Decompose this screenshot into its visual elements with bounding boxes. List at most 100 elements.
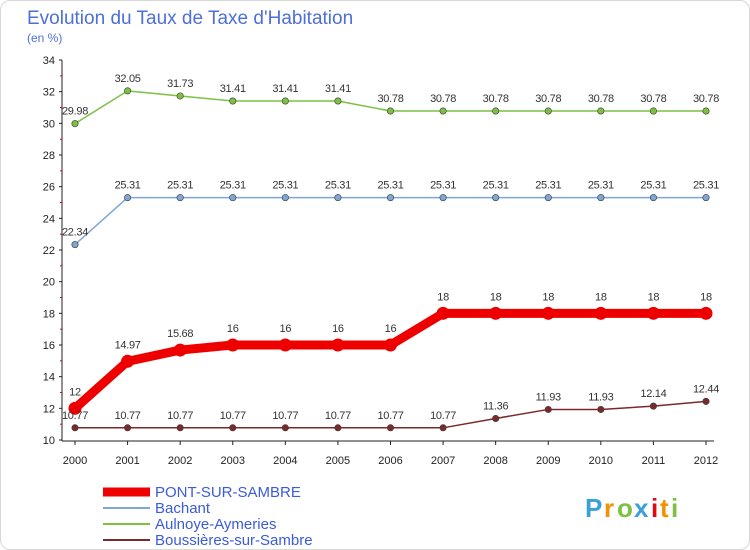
data-label-aulnoye-aymeries: 30.78 — [483, 93, 509, 105]
data-point-bachant — [281, 194, 289, 202]
data-label-aulnoye-aymeries: 30.78 — [430, 93, 456, 105]
x-tick-label: 2011 — [642, 455, 666, 467]
data-label-aulnoye-aymeries: 31.41 — [220, 83, 246, 95]
data-point-boussi-res-sur-sambre — [597, 405, 605, 413]
x-tick-label: 2007 — [431, 455, 455, 467]
data-label-pont-sur-sambre: 14.97 — [115, 339, 141, 351]
data-point-bachant — [229, 194, 237, 202]
data-point-bachant — [544, 194, 552, 202]
data-point-aulnoye-aymeries — [597, 107, 605, 115]
data-point-boussi-res-sur-sambre — [702, 397, 710, 405]
data-label-aulnoye-aymeries: 30.78 — [693, 93, 719, 105]
y-tick-label: 16 — [43, 340, 55, 352]
data-point-boussi-res-sur-sambre — [492, 414, 500, 422]
data-point-bachant — [492, 194, 500, 202]
x-tick-label: 2009 — [536, 455, 560, 467]
data-label-boussi-res-sur-sambre: 12.14 — [640, 388, 666, 400]
data-point-aulnoye-aymeries — [176, 92, 184, 100]
data-point-boussi-res-sur-sambre — [544, 405, 552, 413]
data-point-pont-sur-sambre — [68, 401, 82, 415]
x-tick-label: 2006 — [378, 455, 402, 467]
data-point-aulnoye-aymeries — [386, 107, 394, 115]
data-point-bachant — [386, 194, 394, 202]
data-label-bachant: 25.31 — [588, 180, 614, 192]
data-label-bachant: 22.34 — [62, 227, 88, 239]
y-tick-label: 22 — [43, 245, 55, 257]
data-point-aulnoye-aymeries — [124, 87, 132, 95]
data-point-aulnoye-aymeries — [71, 120, 79, 128]
y-tick-label: 24 — [43, 213, 55, 225]
data-label-bachant: 25.31 — [220, 180, 246, 192]
data-label-aulnoye-aymeries: 30.78 — [377, 93, 403, 105]
y-tick-label: 14 — [43, 372, 55, 384]
y-tick-label: 30 — [43, 118, 55, 130]
data-point-boussi-res-sur-sambre — [386, 424, 394, 432]
data-label-pont-sur-sambre: 18 — [648, 291, 660, 303]
data-point-boussi-res-sur-sambre — [71, 424, 79, 432]
x-tick-label: 2000 — [63, 455, 87, 467]
logo-letter: o — [617, 493, 633, 523]
data-label-aulnoye-aymeries: 31.41 — [325, 83, 351, 95]
data-label-aulnoye-aymeries: 30.78 — [640, 93, 666, 105]
data-point-boussi-res-sur-sambre — [649, 402, 657, 410]
series-layer — [68, 87, 713, 432]
data-point-boussi-res-sur-sambre — [281, 424, 289, 432]
data-label-pont-sur-sambre: 18 — [490, 291, 502, 303]
data-point-pont-sur-sambre — [541, 306, 555, 320]
legend-label-boussi-res-sur-sambre: Boussières-sur-Sambre — [155, 532, 313, 549]
data-point-pont-sur-sambre — [173, 343, 187, 357]
data-point-bachant — [71, 241, 79, 249]
logo-letter: r — [604, 493, 614, 523]
legend-label-pont-sur-sambre: PONT-SUR-SAMBRE — [155, 484, 301, 501]
data-label-bachant: 25.31 — [167, 180, 193, 192]
axes: 10 12 14 16 18 20 22 24 26 28 30 32 34 2000 2001 2002 20… — [43, 55, 718, 467]
x-tick-label: 2004 — [273, 455, 297, 467]
data-label-aulnoye-aymeries: 32.05 — [115, 73, 141, 85]
data-point-aulnoye-aymeries — [439, 107, 447, 115]
data-point-pont-sur-sambre — [278, 338, 292, 352]
data-point-aulnoye-aymeries — [334, 97, 342, 105]
data-point-aulnoye-aymeries — [702, 107, 710, 115]
data-label-bachant: 25.31 — [535, 180, 561, 192]
data-label-boussi-res-sur-sambre: 10.77 — [430, 410, 456, 422]
data-label-pont-sur-sambre: 18 — [542, 291, 554, 303]
data-point-aulnoye-aymeries — [492, 107, 500, 115]
data-point-bachant — [176, 194, 184, 202]
data-label-boussi-res-sur-sambre: 11.36 — [483, 400, 508, 412]
legend: PONT-SUR-SAMBREBachantAulnoye-AymeriesBo… — [103, 484, 313, 549]
data-label-pont-sur-sambre: 16 — [332, 323, 344, 335]
data-label-bachant: 25.31 — [325, 180, 351, 192]
data-label-pont-sur-sambre: 15.68 — [167, 328, 193, 340]
data-label-pont-sur-sambre: 16 — [280, 323, 292, 335]
data-label-bachant: 25.31 — [377, 180, 403, 192]
data-label-aulnoye-aymeries: 31.41 — [272, 83, 298, 95]
data-point-pont-sur-sambre — [699, 306, 713, 320]
data-label-boussi-res-sur-sambre: 10.77 — [115, 410, 141, 422]
data-label-bachant: 25.31 — [640, 180, 666, 192]
data-point-bachant — [124, 194, 132, 202]
y-tick-label: 26 — [43, 182, 55, 194]
x-tick-label: 2001 — [115, 455, 139, 467]
data-label-boussi-res-sur-sambre: 10.77 — [272, 410, 298, 422]
data-label-aulnoye-aymeries: 31.73 — [167, 78, 193, 90]
x-tick-label: 2002 — [168, 455, 192, 467]
data-point-pont-sur-sambre — [646, 306, 660, 320]
data-point-boussi-res-sur-sambre — [229, 424, 237, 432]
data-point-pont-sur-sambre — [331, 338, 345, 352]
data-label-pont-sur-sambre: 18 — [595, 291, 607, 303]
data-point-bachant — [649, 194, 657, 202]
x-tick-label: 2005 — [326, 455, 350, 467]
data-point-bachant — [439, 194, 447, 202]
data-label-pont-sur-sambre: 12 — [69, 386, 81, 398]
x-tick-label: 2003 — [221, 455, 245, 467]
data-point-bachant — [597, 194, 605, 202]
legend-label-bachant: Bachant — [155, 500, 211, 517]
data-label-bachant: 25.31 — [483, 180, 509, 192]
data-point-pont-sur-sambre — [489, 306, 503, 320]
y-tick-label: 20 — [43, 277, 55, 289]
logo-letter: x — [634, 493, 649, 523]
logo-letter: i — [651, 493, 658, 523]
data-point-bachant — [334, 194, 342, 202]
data-point-aulnoye-aymeries — [544, 107, 552, 115]
